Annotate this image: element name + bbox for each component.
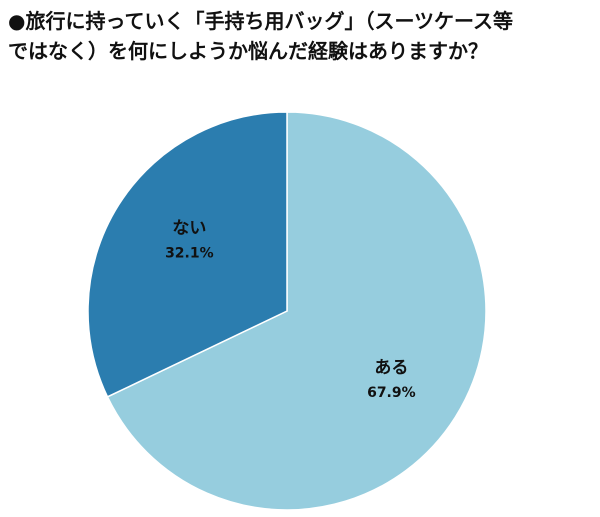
chart-title-line-1: ●旅行に持っていく「手持ち用バッグ」（スーツケース等 [8,9,514,33]
pie-labels: ある 67.9% ない 32.1% [165,218,416,400]
pie-slices [87,111,487,511]
slice-label-aru: ある [374,358,408,378]
chart-title-line-2: ではなく）を何にしようか悩んだ経験はありますか？ [8,39,488,63]
slice-label-nai: ない [172,218,206,238]
slice-value-nai: 32.1% [165,245,214,261]
pie-slice-nai [87,111,288,398]
slice-value-aru: 67.9% [367,385,416,401]
pie-slice-aru [106,111,487,511]
chart-title: ●旅行に持っていく「手持ち用バッグ」（スーツケース等 ではなく）を何にしようか悩… [8,6,592,66]
